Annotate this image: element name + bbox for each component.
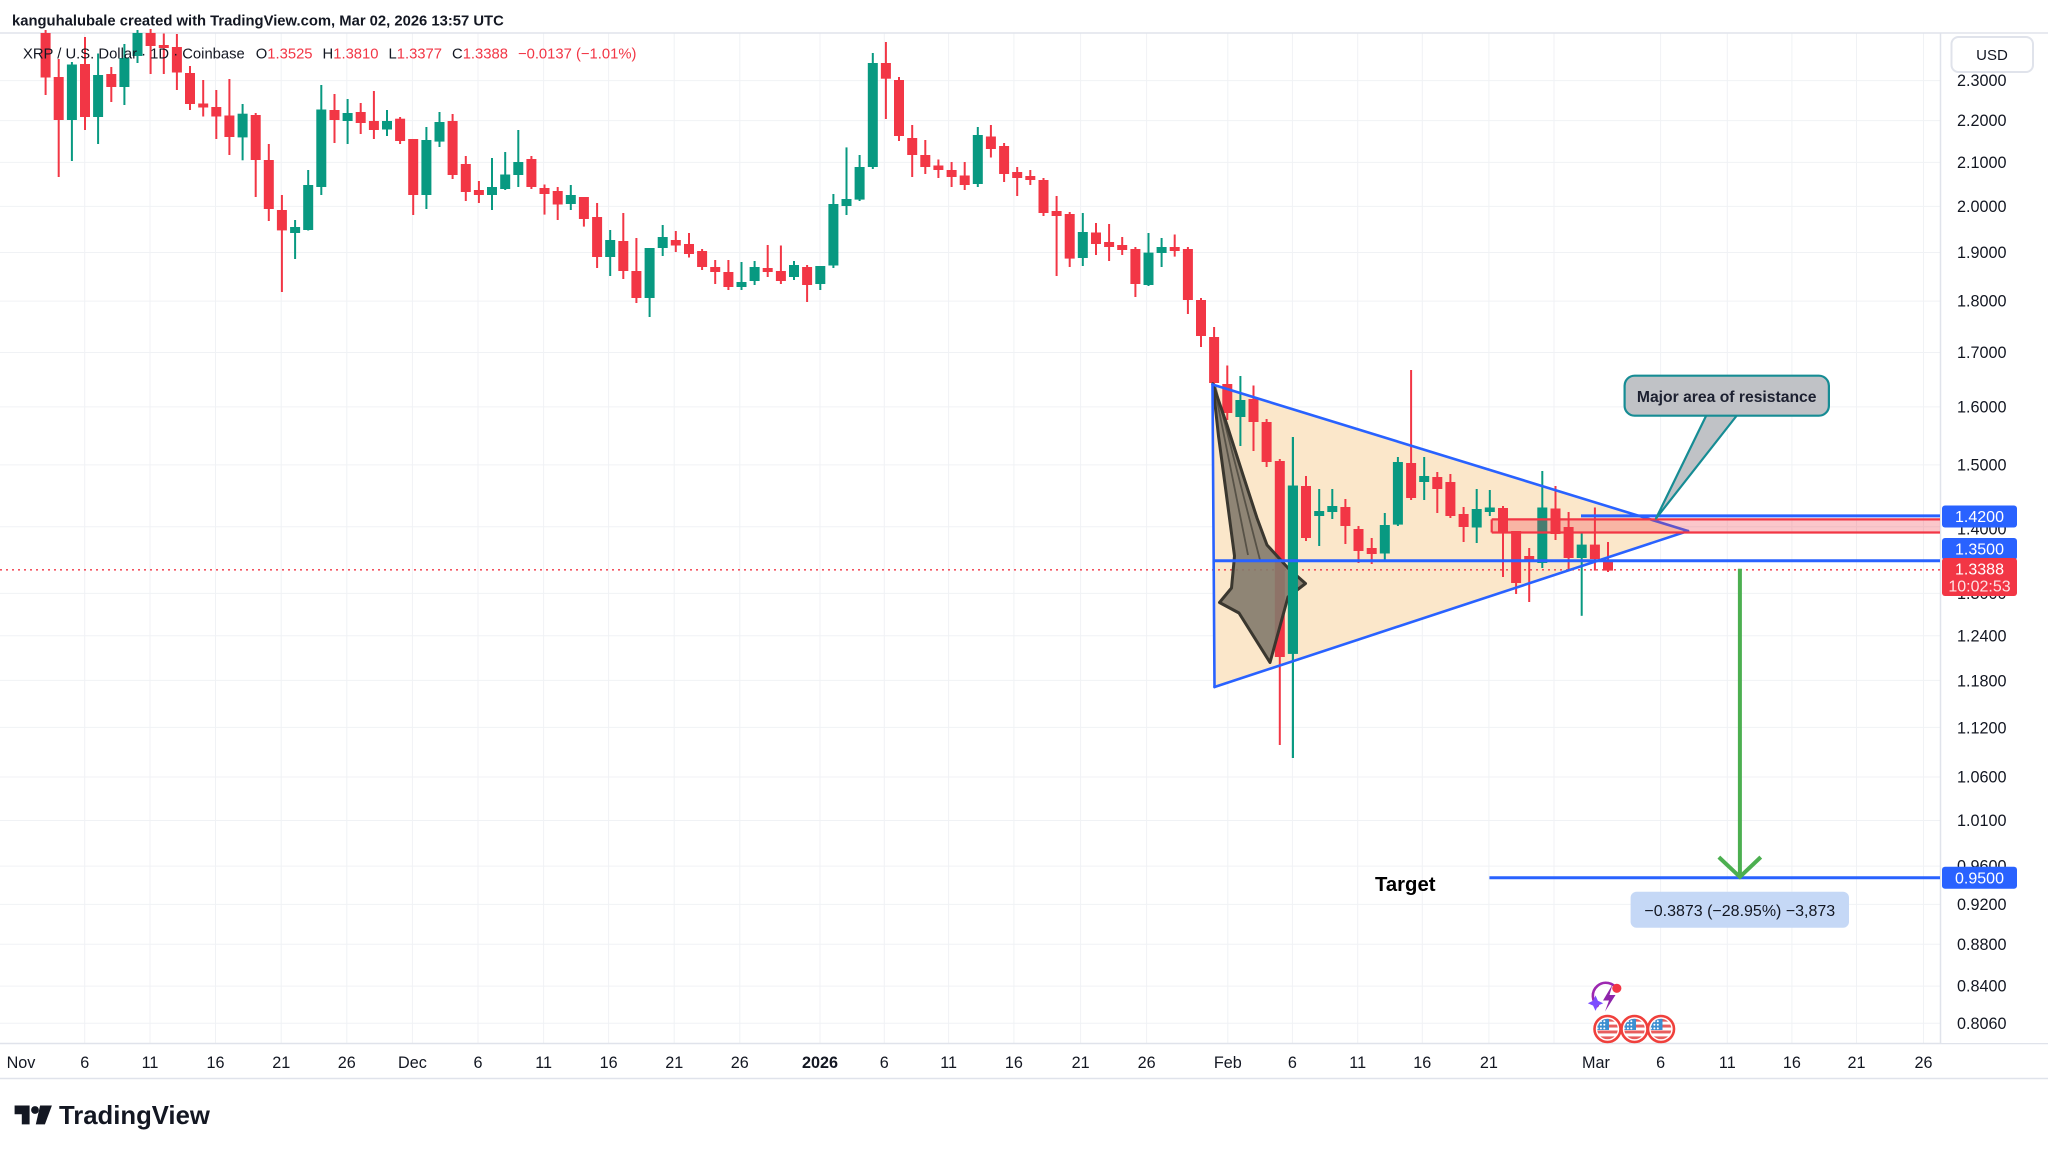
svg-text:2026: 2026	[802, 1054, 838, 1072]
svg-text:26: 26	[731, 1054, 749, 1072]
svg-text:1.4200: 1.4200	[1955, 509, 2004, 526]
svg-text:26: 26	[1914, 1054, 1932, 1072]
svg-text:Nov: Nov	[7, 1054, 37, 1072]
svg-text:11: 11	[142, 1054, 159, 1072]
svg-text:10:02:53: 10:02:53	[1948, 579, 2010, 596]
svg-text:0.8400: 0.8400	[1957, 978, 2007, 996]
svg-text:21: 21	[272, 1054, 290, 1072]
svg-text:1.3500: 1.3500	[1955, 542, 2004, 559]
svg-text:1.9000: 1.9000	[1957, 244, 2007, 262]
svg-text:1.0600: 1.0600	[1957, 769, 2007, 787]
svg-text:1.1200: 1.1200	[1957, 720, 2007, 738]
svg-text:1.1800: 1.1800	[1957, 673, 2007, 691]
svg-text:Mar: Mar	[1582, 1054, 1610, 1072]
svg-text:6: 6	[880, 1054, 889, 1072]
svg-text:Major area of resistance: Major area of resistance	[1637, 389, 1817, 406]
svg-text:21: 21	[665, 1054, 683, 1072]
svg-text:1.0100: 1.0100	[1957, 812, 2007, 830]
svg-text:0.9500: 0.9500	[1955, 870, 2004, 887]
svg-text:1.8000: 1.8000	[1957, 293, 2007, 311]
svg-text:1.2400: 1.2400	[1957, 627, 2007, 645]
svg-text:21: 21	[1480, 1054, 1498, 1072]
svg-text:2.3000: 2.3000	[1957, 72, 2007, 90]
svg-text:0.8800: 0.8800	[1957, 936, 2007, 954]
svg-text:−0.3873 (−28.95%) −3,873: −0.3873 (−28.95%) −3,873	[1644, 903, 1835, 920]
svg-text:Feb: Feb	[1214, 1054, 1242, 1072]
svg-text:6: 6	[473, 1054, 482, 1072]
svg-text:21: 21	[1072, 1054, 1090, 1072]
svg-text:XRP / U.S. Dollar · 1D · Coinb: XRP / U.S. Dollar · 1D · Coinbase O1.3525…	[23, 47, 636, 63]
svg-text:16: 16	[1783, 1054, 1801, 1072]
svg-text:16: 16	[206, 1054, 224, 1072]
svg-text:16: 16	[1413, 1054, 1431, 1072]
svg-text:11: 11	[1719, 1054, 1736, 1072]
svg-text:0.9200: 0.9200	[1957, 896, 2007, 914]
svg-text:21: 21	[1847, 1054, 1865, 1072]
svg-text:1.7000: 1.7000	[1957, 344, 2007, 362]
svg-text:6: 6	[1288, 1054, 1297, 1072]
svg-text:26: 26	[338, 1054, 356, 1072]
svg-text:2.0000: 2.0000	[1957, 198, 2007, 216]
svg-text:USD: USD	[1976, 47, 2008, 64]
svg-text:6: 6	[80, 1054, 89, 1072]
svg-text:2.2000: 2.2000	[1957, 112, 2007, 130]
svg-text:1.6000: 1.6000	[1957, 398, 2007, 416]
svg-text:0.8060: 0.8060	[1957, 1015, 2007, 1033]
svg-text:TradingView: TradingView	[59, 1102, 211, 1130]
svg-text:16: 16	[1005, 1054, 1023, 1072]
svg-text:11: 11	[535, 1054, 552, 1072]
svg-text:16: 16	[600, 1054, 618, 1072]
svg-text:1.5000: 1.5000	[1957, 456, 2007, 474]
svg-text:1.3388: 1.3388	[1955, 562, 2004, 579]
svg-text:6: 6	[1656, 1054, 1665, 1072]
svg-text:kanguhalubale created with Tra: kanguhalubale created with TradingView.c…	[12, 14, 504, 30]
svg-text:2.1000: 2.1000	[1957, 154, 2007, 172]
svg-text:26: 26	[1138, 1054, 1156, 1072]
svg-text:Target: Target	[1375, 874, 1436, 896]
svg-text:11: 11	[940, 1054, 957, 1072]
svg-text:11: 11	[1349, 1054, 1366, 1072]
svg-text:Dec: Dec	[398, 1054, 427, 1072]
